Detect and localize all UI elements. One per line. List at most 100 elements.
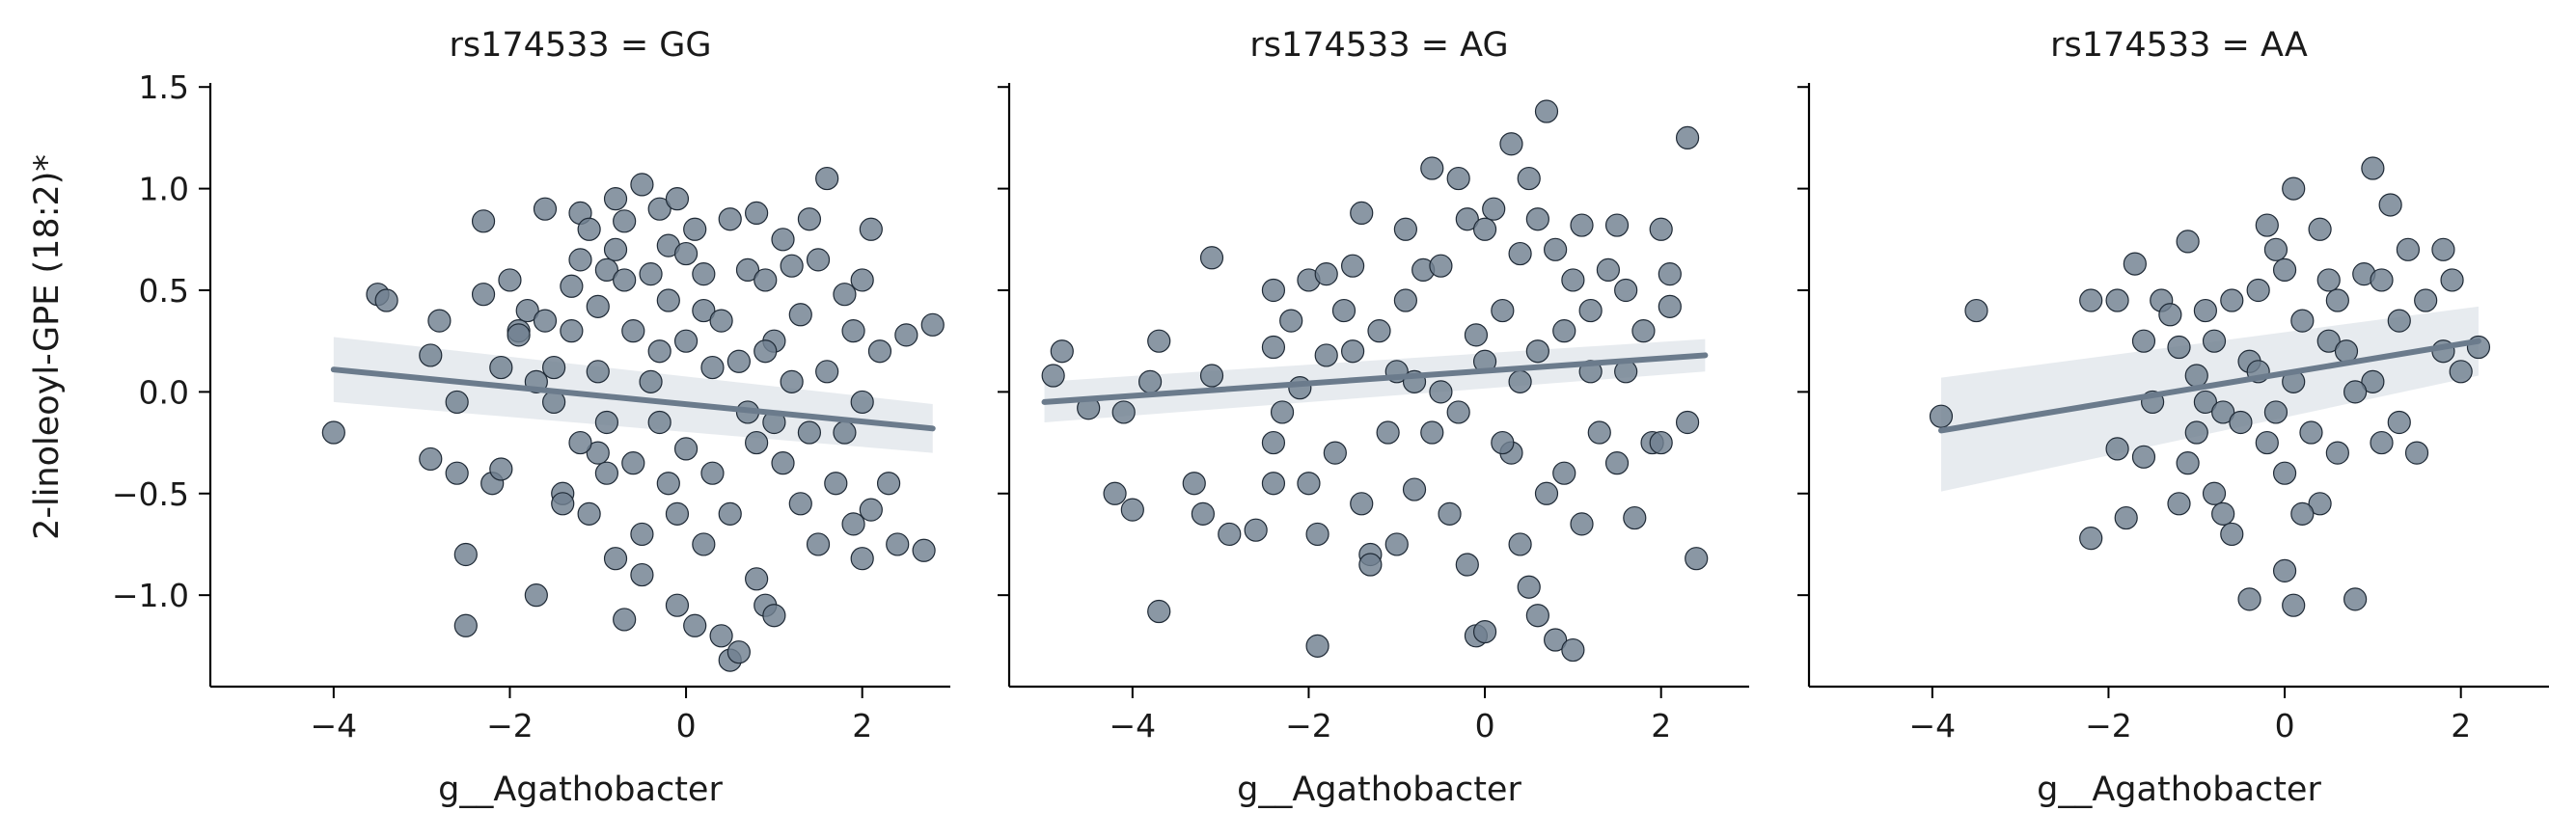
data-point (2387, 410, 2411, 435)
data-point (771, 228, 795, 252)
data-point (692, 298, 716, 323)
data-point (1341, 339, 1365, 364)
data-point (2167, 492, 2191, 516)
data-point (1964, 298, 1988, 323)
data-point (2202, 329, 2227, 353)
data-point (498, 268, 522, 292)
data-point (1297, 472, 1321, 496)
data-point (507, 323, 531, 347)
data-point (1561, 268, 1585, 292)
data-point (1491, 430, 1515, 455)
data-point (489, 355, 513, 380)
data-point (1675, 410, 1700, 435)
data-point (630, 522, 654, 547)
data-point (1649, 217, 1673, 241)
data-point (1472, 217, 1497, 241)
data-point (1305, 522, 1329, 547)
x-tick-label: −4 (1110, 707, 1157, 744)
data-point (1446, 400, 1470, 424)
data-point (1525, 339, 1549, 364)
data-point (788, 492, 812, 516)
data-point (1429, 254, 1453, 278)
data-point (603, 187, 628, 211)
x-tick-label: 0 (1475, 707, 1495, 744)
data-point (1517, 575, 1541, 599)
data-point (1305, 634, 1329, 658)
data-point (1596, 257, 1621, 283)
data-point (2167, 335, 2191, 360)
x-tick-label: 2 (852, 707, 872, 744)
data-point (560, 274, 584, 298)
panel-title: rs174533 = AG (1249, 26, 1508, 65)
data-point (1438, 501, 1462, 526)
data-point (1147, 329, 1171, 353)
data-point (762, 604, 786, 628)
data-point (912, 538, 936, 562)
data-point (2440, 268, 2464, 292)
data-point (2396, 237, 2421, 261)
data-point (630, 562, 654, 587)
data-point (471, 283, 496, 307)
x-tick-label: 0 (676, 707, 697, 744)
x-axis-label: g__Agathobacter (1237, 771, 1521, 809)
data-point (2255, 430, 2279, 455)
data-point (1367, 319, 1391, 343)
data-point (603, 547, 628, 571)
data-point (1420, 156, 1444, 180)
data-point (1041, 364, 1065, 388)
data-point (876, 472, 901, 496)
data-point (2272, 461, 2297, 485)
data-point (1570, 213, 1594, 237)
data-point (1587, 420, 1611, 445)
data-point (2290, 309, 2315, 333)
data-point (321, 420, 345, 445)
data-point (1455, 553, 1479, 577)
data-point (2184, 420, 2208, 445)
data-point (2176, 451, 2200, 475)
data-point (2325, 441, 2349, 465)
data-point (718, 501, 742, 526)
data-point (1658, 262, 1682, 286)
data-point (1578, 298, 1603, 323)
data-point (700, 461, 725, 485)
data-point (824, 472, 848, 496)
data-point (2229, 410, 2253, 435)
data-point (613, 209, 637, 233)
data-point (2193, 298, 2217, 323)
regression-line (1937, 338, 2481, 434)
data-point (1261, 430, 1286, 455)
data-point (2176, 230, 2200, 254)
data-point (1499, 132, 1523, 156)
data-point (841, 512, 865, 536)
data-point (709, 624, 733, 648)
data-point (894, 323, 918, 347)
data-point (718, 207, 742, 231)
data-point (815, 166, 839, 191)
data-point (920, 312, 945, 337)
scatter-points (1929, 156, 2491, 617)
data-point (542, 355, 566, 380)
facet-panels: rs174533 = GG −4 −2 0 2 −1.0 −0.5 0.0 0.5 1.0 1.5 g… (112, 26, 2549, 809)
data-point (568, 430, 592, 455)
panel-title: rs174533 = AA (2050, 26, 2308, 65)
x-axis-label: g__Agathobacter (438, 771, 723, 809)
data-point (2299, 420, 2323, 445)
data-point (2211, 400, 2235, 424)
data-point (797, 207, 822, 231)
data-point (1525, 207, 1549, 231)
data-point (1420, 420, 1444, 445)
data-point (1384, 532, 1409, 556)
data-point (797, 420, 822, 445)
data-point (1623, 505, 1647, 530)
data-point (551, 492, 575, 516)
data-point (586, 294, 610, 318)
data-point (683, 613, 707, 637)
data-point (489, 457, 513, 481)
data-point (850, 268, 874, 292)
data-point (594, 257, 618, 283)
data-point (471, 209, 496, 233)
data-point (2361, 156, 2385, 180)
x-tick-label: −2 (2085, 707, 2132, 744)
data-point (735, 257, 760, 283)
data-point (850, 547, 874, 571)
